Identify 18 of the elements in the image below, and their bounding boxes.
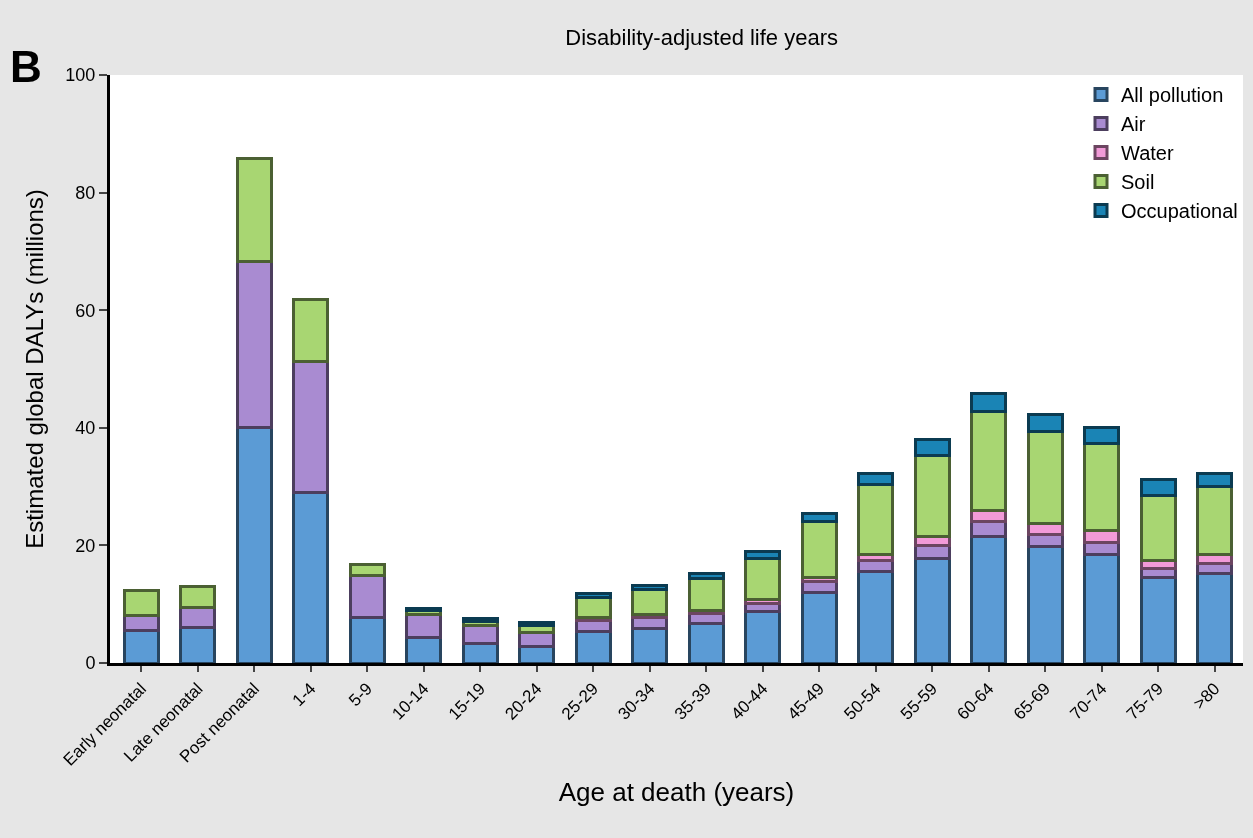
y-tick-label: 20 [75, 535, 96, 556]
y-tick-label: 60 [75, 300, 96, 321]
y-axis-title: Estimated global DALYs (millions) [21, 189, 49, 549]
legend-label: Soil [1121, 171, 1155, 194]
chart-title: Disability-adjusted life years [565, 24, 839, 50]
legend-label: Air [1121, 113, 1146, 136]
x-tick-label: 5-9 [345, 679, 376, 711]
x-tick-label: >80 [1189, 679, 1224, 714]
x-axis-title: Age at death (years) [558, 777, 795, 808]
legend-label: All pollution [1121, 84, 1224, 107]
text: B [10, 42, 42, 91]
legend-label: Water [1121, 142, 1174, 165]
x-tick-label: 1-4 [288, 679, 320, 711]
y-tick-label: 100 [65, 65, 96, 86]
legend-label: Occupational [1121, 200, 1238, 223]
y-tick-label: 40 [75, 418, 96, 439]
y-tick-label: 0 [85, 653, 96, 674]
y-tick-label: 80 [75, 182, 96, 203]
